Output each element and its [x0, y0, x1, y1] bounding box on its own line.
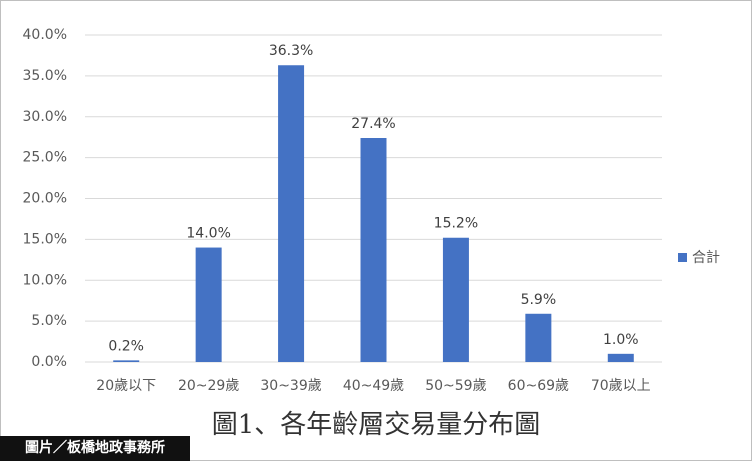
bar [525, 313, 552, 362]
y-tick-label: 30.0% [23, 109, 67, 125]
x-tick-label: 50~59歲 [425, 378, 486, 394]
x-tick-label: 40~49歲 [343, 378, 404, 394]
data-label: 15.2% [434, 216, 478, 232]
y-tick-label: 10.0% [23, 272, 67, 288]
bar [113, 360, 140, 362]
bar [607, 353, 634, 362]
x-tick-label: 60~69歲 [508, 378, 569, 394]
y-tick-label: 25.0% [23, 150, 67, 166]
source-badge: 圖片／板橋地政事務所 [0, 436, 190, 461]
legend-label: 合計 [692, 250, 720, 266]
legend-swatch [678, 253, 687, 262]
chart-title: 圖1、各年齡層交易量分布圖 [212, 410, 541, 440]
x-tick-label: 20~29歲 [178, 378, 239, 394]
data-label: 0.2% [108, 338, 144, 354]
x-tick-label: 70歲以上 [591, 378, 651, 394]
data-label: 5.9% [521, 292, 557, 308]
x-tick-label: 30~39歲 [260, 378, 321, 394]
bar [360, 138, 387, 362]
data-label: 27.4% [351, 116, 395, 132]
bar [195, 247, 222, 362]
y-tick-label: 35.0% [23, 68, 67, 84]
x-tick-label: 20歲以下 [96, 378, 156, 394]
bar [442, 237, 469, 362]
bar [278, 65, 305, 362]
data-label: 14.0% [186, 226, 230, 242]
data-label: 1.0% [603, 332, 639, 348]
y-tick-label: 5.0% [31, 313, 67, 329]
y-tick-label: 20.0% [23, 191, 67, 207]
y-tick-label: 0.0% [31, 354, 67, 370]
y-tick-label: 15.0% [23, 231, 67, 247]
data-label: 36.3% [269, 43, 313, 59]
y-tick-label: 40.0% [23, 27, 67, 43]
